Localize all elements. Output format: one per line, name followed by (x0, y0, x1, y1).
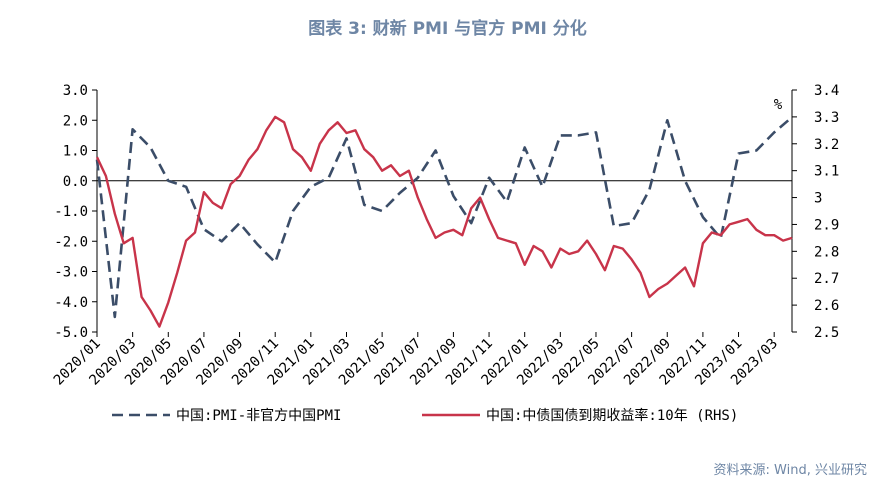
right-axis-unit-label: % (774, 97, 783, 113)
left-axis-ticks: 3.0 2.0 1.0 0.0 -1.0 -2.0 -3.0 -4.0 -5.0 (54, 83, 97, 341)
right-tick-label: 2.8 (814, 244, 839, 260)
left-tick-label: -4.0 (54, 295, 88, 311)
right-tick-label: 2.9 (814, 217, 839, 233)
plot-axes (96, 90, 793, 332)
right-tick-label: 3.3 (814, 110, 839, 126)
series-line-pmi-diff (95, 116, 793, 319)
left-tick-label: -2.0 (54, 234, 88, 250)
right-tick-label: 3.2 (814, 137, 839, 153)
left-tick-label: 3.0 (63, 83, 88, 99)
series-layer (95, 115, 793, 328)
left-tick-label: 2.0 (63, 113, 88, 129)
left-tick-label: 0.0 (63, 174, 88, 190)
left-tick-label: -3.0 (54, 265, 88, 281)
right-tick-label: 3 (814, 191, 822, 207)
left-tick-label: 1.0 (63, 144, 88, 160)
source-note: 资料来源: Wind, 兴业研究 (713, 463, 867, 478)
right-axis-ticks: 3.4 3.3 3.2 3.1 3 2.9 2.8 2.7 2.6 2.5 (792, 83, 839, 341)
right-tick-label: 2.7 (814, 271, 839, 287)
legend-label-pmi-diff: 中国:PMI-非官方中国PMI (176, 408, 341, 424)
chart-title: 图表 3: 财新 PMI 与官方 PMI 分化 (308, 19, 587, 39)
left-tick-label: -5.0 (54, 325, 88, 341)
x-axis-ticks: 2020/012020/032020/052020/072020/092020/… (51, 332, 781, 389)
right-tick-label: 2.6 (814, 298, 839, 314)
right-tick-label: 3.4 (814, 83, 839, 99)
series-line-bond-yield (95, 115, 793, 328)
left-tick-label: -1.0 (54, 204, 88, 220)
right-tick-label: 2.5 (814, 325, 839, 341)
right-tick-label: 3.1 (814, 164, 839, 180)
legend-label-bond-yield: 中国:中债国债到期收益率:10年 (RHS) (486, 407, 738, 424)
legend: 中国:PMI-非官方中国PMI 中国:中债国债到期收益率:10年 (RHS) (112, 407, 738, 424)
